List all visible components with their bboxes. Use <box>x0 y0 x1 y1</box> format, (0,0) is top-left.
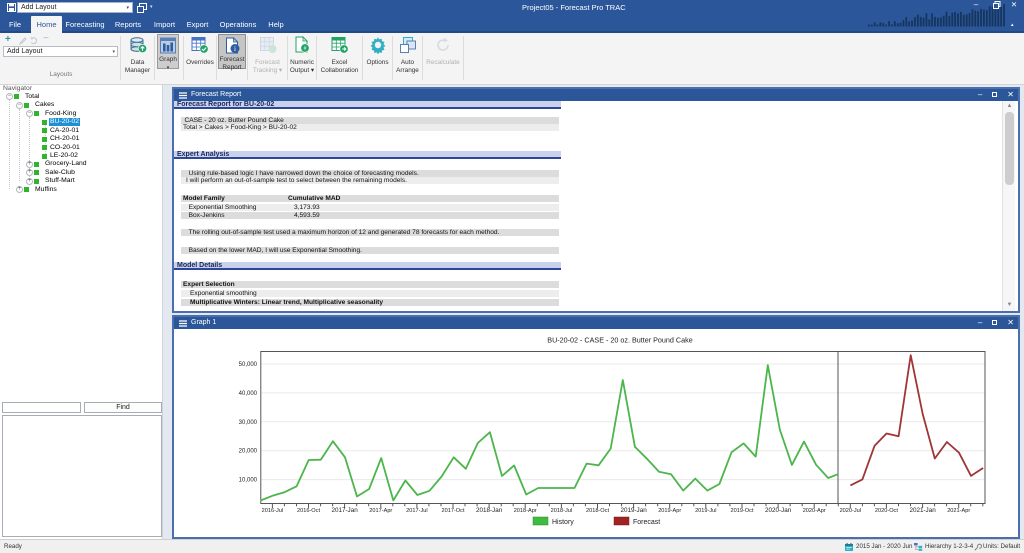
svg-text:2020-Apr: 2020-Apr <box>803 508 826 514</box>
svg-text:i: i <box>234 45 236 53</box>
svg-text:2019-Oct: 2019-Oct <box>730 508 753 514</box>
svg-text:Forecast: Forecast <box>633 519 660 526</box>
svg-text:2018-Apr: 2018-Apr <box>514 508 537 514</box>
svg-text:2019-Jan: 2019-Jan <box>620 507 647 514</box>
svg-text:2016-Jul: 2016-Jul <box>262 508 283 514</box>
svg-text:50,000: 50,000 <box>239 362 258 368</box>
svg-text:10,000: 10,000 <box>239 478 258 484</box>
svg-text:2017-Jan: 2017-Jan <box>331 507 358 514</box>
svg-text:2021-Jan: 2021-Jan <box>909 507 936 514</box>
svg-text:40,000: 40,000 <box>239 391 258 397</box>
svg-text:2020-Jul: 2020-Jul <box>840 508 861 514</box>
svg-text:2018-Jul: 2018-Jul <box>551 508 572 514</box>
svg-text:2018-Oct: 2018-Oct <box>586 508 609 514</box>
svg-text:2016-Oct: 2016-Oct <box>297 508 320 514</box>
svg-text:30,000: 30,000 <box>239 420 258 426</box>
svg-text:#: # <box>303 46 307 52</box>
svg-text:2017-Jul: 2017-Jul <box>406 508 427 514</box>
svg-text:2017-Oct: 2017-Oct <box>441 508 464 514</box>
svg-text:2019-Jul: 2019-Jul <box>695 508 716 514</box>
svg-text:History: History <box>552 519 574 526</box>
svg-text:20,000: 20,000 <box>239 449 258 455</box>
svg-text:2020-Jan: 2020-Jan <box>765 507 792 514</box>
svg-text:BU-20-02 - CASE - 20 oz. Butte: BU-20-02 - CASE - 20 oz. Butter Pound Ca… <box>547 336 692 345</box>
svg-text:2018-Jan: 2018-Jan <box>476 507 503 514</box>
svg-text:2021-Apr: 2021-Apr <box>947 508 970 514</box>
svg-text:2017-Apr: 2017-Apr <box>369 508 392 514</box>
svg-text:2020-Oct: 2020-Oct <box>875 508 898 514</box>
svg-text:2019-Apr: 2019-Apr <box>658 508 681 514</box>
